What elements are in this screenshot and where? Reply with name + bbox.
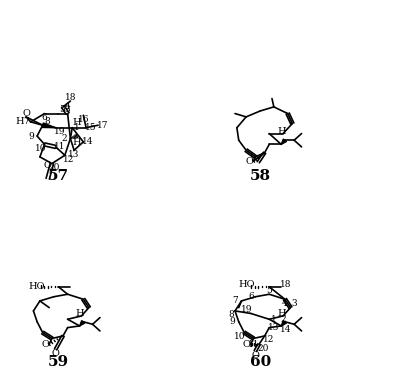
Text: 4: 4 [282,299,288,307]
Text: 7: 7 [24,117,29,126]
Text: O: O [44,161,52,170]
Polygon shape [42,123,55,128]
Text: 8: 8 [44,117,50,126]
Text: 18: 18 [280,280,291,289]
Text: HO: HO [29,282,45,291]
Text: O: O [245,157,253,166]
Text: 3: 3 [65,105,71,114]
Text: 1: 1 [74,123,79,132]
Text: 14: 14 [82,138,93,146]
Text: 4: 4 [64,102,70,111]
Text: 12: 12 [263,335,275,344]
Text: 9: 9 [230,317,235,326]
Text: 11: 11 [248,340,259,349]
Text: 7: 7 [232,296,238,305]
Text: 13: 13 [68,150,80,158]
Text: 10: 10 [34,144,46,153]
Text: 6: 6 [42,113,47,122]
Text: H: H [72,138,81,147]
Text: 19: 19 [241,305,252,314]
Text: H: H [277,309,286,318]
Text: 16: 16 [78,114,89,124]
Text: 3: 3 [292,299,297,308]
Text: 57: 57 [48,169,69,183]
Text: 8: 8 [228,310,234,319]
Text: 18: 18 [65,93,76,102]
Text: H: H [277,127,286,136]
Text: 14: 14 [280,325,291,334]
Polygon shape [281,321,286,326]
Text: O: O [22,110,30,118]
Polygon shape [80,321,85,326]
Text: 12: 12 [63,155,75,163]
Text: 17: 17 [97,121,108,130]
Text: 5: 5 [60,105,66,114]
Text: 60: 60 [250,355,271,369]
Text: HO: HO [239,280,255,289]
Text: 10: 10 [234,332,246,341]
Text: 20: 20 [48,163,60,172]
Text: O: O [52,349,60,357]
Text: 5: 5 [266,286,272,295]
Polygon shape [281,139,286,144]
Text: 2: 2 [280,315,286,324]
Text: 2: 2 [61,134,67,143]
Text: 20: 20 [257,344,269,352]
Text: O: O [252,351,259,360]
Text: 15: 15 [84,123,96,132]
Text: 1: 1 [270,315,276,324]
Text: 9: 9 [28,132,34,141]
Text: 59: 59 [48,355,69,369]
Text: O: O [243,340,250,349]
Text: 58: 58 [250,169,271,183]
Text: O: O [41,340,49,349]
Text: 19: 19 [54,127,66,136]
Text: H: H [15,117,24,126]
Text: 6: 6 [248,292,254,301]
Text: 11: 11 [54,143,66,151]
Text: H: H [75,309,84,318]
Text: H: H [72,117,81,127]
Text: 13: 13 [268,323,279,332]
